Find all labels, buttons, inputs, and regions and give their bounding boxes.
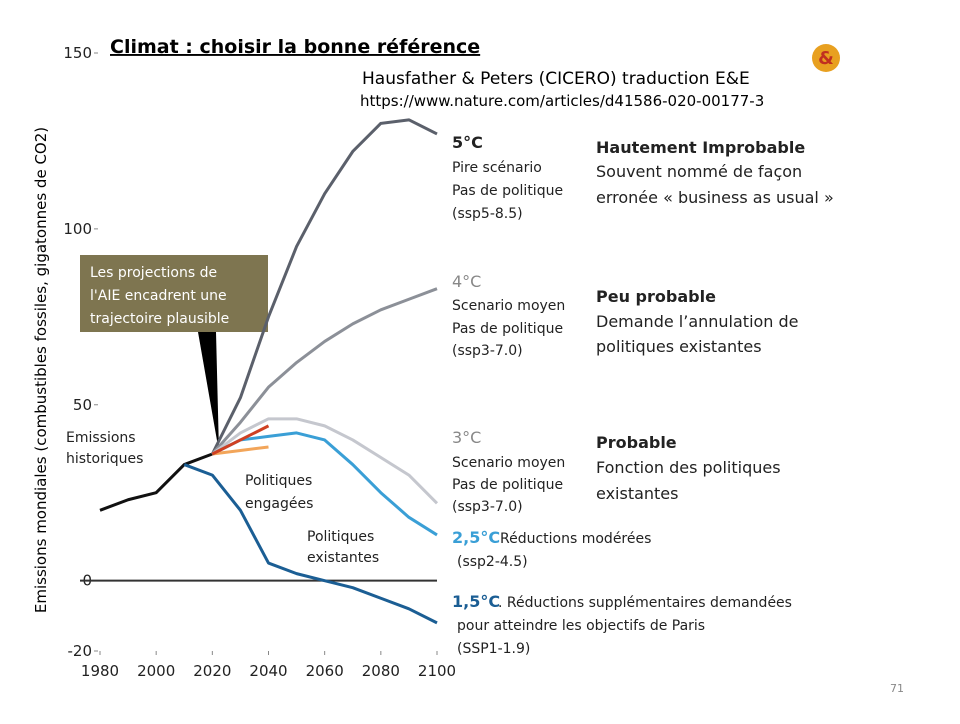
annotation: pour atteindre les objectifs de Paris — [457, 618, 705, 634]
annotation: Peu probable — [596, 287, 716, 306]
annotation: (ssp3-7.0) — [452, 499, 523, 515]
annotation: Pas de politique — [452, 183, 563, 199]
subtitle: Hausfather & Peters (CICERO) traduction … — [362, 69, 750, 89]
annotation: Politiques — [245, 473, 312, 489]
annotation: 3°C — [452, 428, 481, 447]
annotation: Probable — [596, 433, 677, 452]
callout-text: Les projections de — [90, 265, 217, 281]
series-line — [211, 431, 438, 537]
x-tick-label: 1980 — [81, 662, 119, 680]
annotation: Demande l’annulation de — [596, 312, 799, 331]
series-line — [211, 417, 439, 505]
annotation: (ssp5-8.5) — [452, 206, 523, 222]
series-line — [212, 445, 269, 456]
x-tick-label: 2000 — [137, 662, 175, 680]
annotation: 1,5°C — [452, 592, 500, 611]
callout-pointer — [198, 332, 219, 452]
x-tick-label: 2080 — [362, 662, 400, 680]
annotation: Politiques — [307, 529, 374, 545]
x-tick-label: 2020 — [193, 662, 231, 680]
annotation: 2,5°C — [452, 528, 500, 547]
callout-text: trajectoire plausible — [90, 311, 229, 327]
annotation: . Réductions supplémentaires demandées — [498, 595, 792, 611]
annotation: (ssp3-7.0) — [452, 343, 523, 359]
slide-number: 71 — [890, 682, 904, 695]
annotation: Pas de politique — [452, 477, 563, 493]
x-tick-label: 2060 — [306, 662, 344, 680]
annotation: politiques existantes — [596, 337, 762, 356]
y-tick-label: 150 — [63, 44, 92, 62]
y-tick-label: -20 — [68, 642, 93, 660]
annotation: existantes — [596, 484, 678, 503]
annotation: Scenario moyen — [452, 298, 565, 314]
series-line — [211, 287, 438, 456]
callout-box — [80, 255, 268, 332]
logo-circle — [812, 44, 840, 72]
annotation: Réductions modérées — [500, 531, 651, 547]
annotation: (ssp2-4.5) — [457, 554, 528, 570]
annotation: Pire scénario — [452, 160, 542, 176]
annotation: erronée « business as usual » — [596, 188, 834, 207]
y-axis-label: Emissions mondiales (combustibles fossil… — [32, 127, 50, 613]
series-line — [210, 118, 438, 455]
annotation: Hautement Improbable — [596, 138, 805, 157]
callout-text: l'AIE encadrent une — [90, 288, 227, 304]
logo: & — [818, 48, 834, 69]
source-url: https://www.nature.com/articles/d41586-0… — [360, 92, 764, 110]
x-tick-label: 2100 — [418, 662, 456, 680]
annotation: 5°C — [452, 133, 483, 152]
annotation: (SSP1-1.9) — [457, 641, 530, 657]
x-tick-label: 2040 — [249, 662, 287, 680]
annotation: Pas de politique — [452, 321, 563, 337]
title: Climat : choisir la bonne référence — [110, 36, 480, 58]
y-tick-label: 100 — [63, 220, 92, 238]
series-line — [183, 463, 438, 625]
y-tick-label: 50 — [73, 396, 92, 414]
annotation: 4°C — [452, 272, 481, 291]
annotation: existantes — [307, 550, 379, 566]
annotation: Emissions — [66, 430, 136, 446]
annotation: Fonction des politiques — [596, 458, 781, 477]
annotation: engagées — [245, 496, 313, 512]
annotation: Scenario moyen — [452, 455, 565, 471]
annotation: Souvent nommé de façon — [596, 162, 802, 181]
series-line — [99, 452, 213, 512]
annotation: historiques — [66, 451, 143, 467]
series-line — [211, 424, 270, 456]
